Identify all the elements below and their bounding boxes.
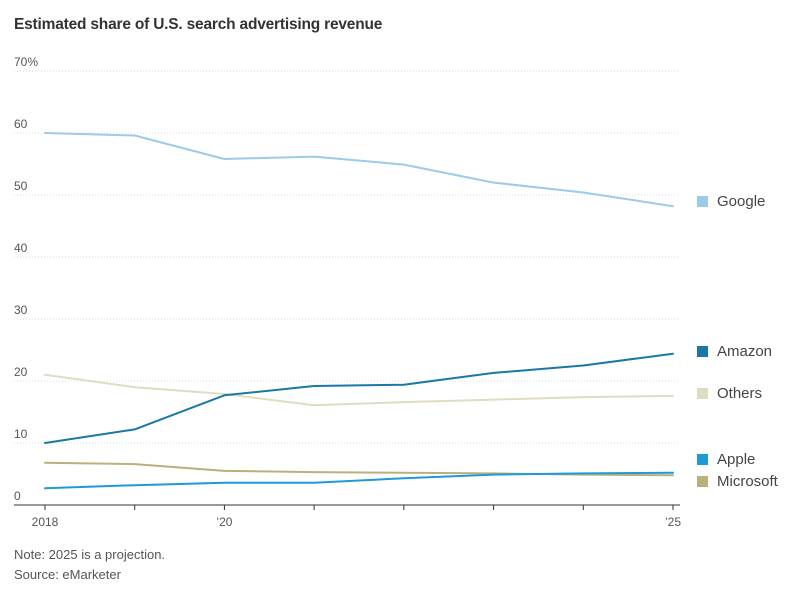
x-axis: 2018 ’20 ’25: [14, 504, 681, 529]
legend: Google Amazon Others Apple Microsoft: [697, 193, 779, 490]
legend-label-amazon: Amazon: [717, 343, 772, 360]
x-tick-label: 2018: [32, 515, 59, 529]
series-line-others: [44, 373, 674, 407]
x-tick-label: ’20: [216, 515, 232, 529]
y-tick-label: 30: [14, 303, 28, 317]
x-tick-label: ’25: [665, 515, 681, 529]
legend-swatch-microsoft: [697, 476, 708, 487]
y-tick-label: 20: [14, 365, 28, 379]
y-tick-label: 40: [14, 241, 28, 255]
y-tick-label: 0: [14, 489, 21, 503]
series-line-apple: [44, 471, 674, 490]
y-tick-label: 10: [14, 427, 28, 441]
note-text: Note: 2025 is a projection.: [14, 547, 166, 562]
series-line-google: [44, 132, 674, 208]
y-tick-label: 50: [14, 179, 28, 193]
chart-title: Estimated share of U.S. search advertisi…: [14, 16, 383, 33]
series-line-amazon: [44, 352, 674, 444]
legend-swatch-apple: [697, 454, 708, 465]
legend-swatch-others: [697, 388, 708, 399]
footnotes: Note: 2025 is a projection. Source: eMar…: [14, 545, 165, 585]
y-tick-label: 70%: [14, 55, 38, 69]
gridlines: [14, 70, 680, 444]
y-tick-label: 60: [14, 117, 28, 131]
series-lines: [44, 132, 674, 490]
y-axis-tick-labels: 0 10 20 30 40 50 60 70%: [14, 55, 38, 503]
legend-label-others: Others: [717, 385, 762, 402]
legend-label-google: Google: [717, 193, 765, 210]
legend-swatch-amazon: [697, 346, 708, 357]
legend-label-microsoft: Microsoft: [717, 473, 779, 490]
legend-swatch-google: [697, 196, 708, 207]
legend-label-apple: Apple: [717, 451, 755, 468]
source-text: Source: eMarketer: [14, 567, 121, 582]
